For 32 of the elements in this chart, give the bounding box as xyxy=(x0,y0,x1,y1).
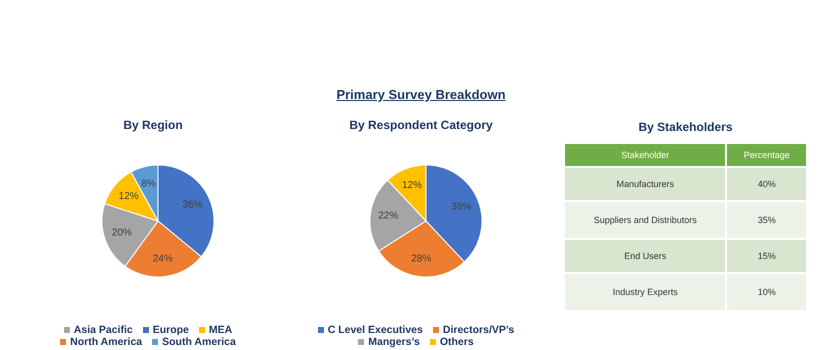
category-label: Industry Experts xyxy=(564,273,726,311)
category-label: Suppliers and Distributors xyxy=(564,201,726,239)
legend-label: MEA xyxy=(208,324,232,336)
data-label: 28% xyxy=(411,253,432,264)
chart-title: Primary Survey Breakdown xyxy=(336,87,506,102)
data-label: 12% xyxy=(118,191,139,202)
legend-label: Directors/VP’s xyxy=(442,324,514,336)
data-label: 8% xyxy=(141,178,156,190)
data-label: 40% xyxy=(726,167,807,201)
text: Stakeholder xyxy=(564,143,726,167)
legend-label: C Level Executives xyxy=(328,324,423,336)
category-label: End Users xyxy=(564,239,726,273)
data-label: 15% xyxy=(726,239,807,273)
legend-label: South America xyxy=(162,336,236,348)
data-label: 35% xyxy=(726,201,807,239)
legend-label: Asia Pacific xyxy=(74,324,133,336)
legend-label: Others xyxy=(440,336,474,348)
data-label: 38% xyxy=(451,201,472,212)
legend-label: Mangers’s xyxy=(368,336,420,348)
data-label: 36% xyxy=(182,199,203,210)
text: Percentage xyxy=(726,143,807,167)
data-label: 12% xyxy=(402,180,422,192)
legend-label: North America xyxy=(70,336,142,348)
data-label: 20% xyxy=(112,227,132,238)
text: By Stakeholders xyxy=(637,120,734,136)
chart-subtitle: By Respondent Category xyxy=(348,118,494,134)
data-label: 10% xyxy=(726,273,807,311)
data-label: 24% xyxy=(152,253,173,264)
data-label: 22% xyxy=(378,210,398,222)
chart-subtitle: By Region xyxy=(122,118,184,134)
category-label: Manufacturers xyxy=(564,167,726,201)
legend-label: Europe xyxy=(152,324,189,336)
